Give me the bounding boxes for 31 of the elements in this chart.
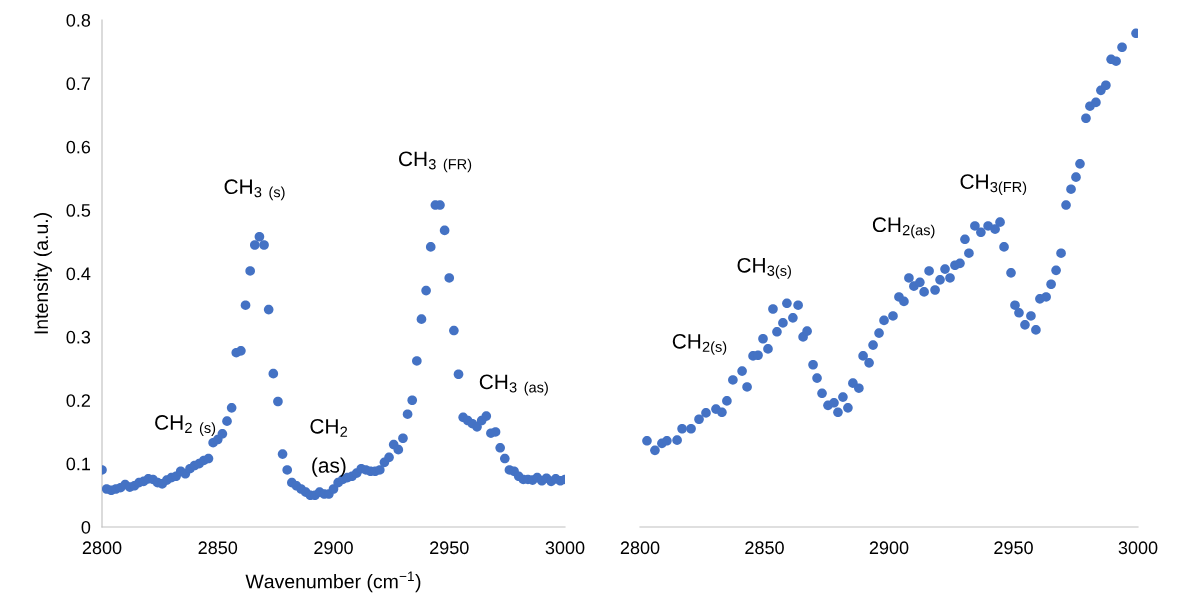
annotation: CH$_{2 (s)}$ — [155, 415, 216, 436]
x-tick-label: 2800 — [620, 541, 660, 555]
x-tick-label: 2850 — [198, 541, 238, 555]
annotation: CH$_{3 (as)}$ — [479, 374, 548, 396]
annotation: (as) — [312, 457, 346, 477]
y-tick-label: 0.4 — [66, 267, 91, 281]
x-tick-label: 2950 — [430, 541, 469, 555]
y-tick-label: 0.7 — [66, 77, 90, 91]
annotation: CH$_{2(s)}$ — [672, 333, 727, 355]
y-tick-label: 0.3 — [66, 330, 91, 344]
x-tick-label: 2850 — [745, 541, 784, 555]
x-tick-label: 2900 — [314, 541, 353, 555]
annotation: CH$_{3(FR)}$ — [960, 174, 1027, 196]
y-tick-label: 0.2 — [66, 394, 90, 407]
y-axis-title: Intensity (a.u.) — [33, 213, 52, 334]
x-tick-label: 3000 — [545, 541, 585, 555]
x-tick-label: 2900 — [869, 541, 909, 555]
annotation: CH$_{3 (s)}$ — [224, 179, 285, 201]
y-tick-label: 0.8 — [66, 13, 91, 27]
x-tick-label: 3000 — [1118, 541, 1158, 555]
y-tick-label: 0 — [81, 520, 91, 534]
y-tick-label: 0.6 — [66, 140, 91, 154]
y-tick-label: 0.1 — [66, 457, 91, 471]
x-tick-label: 2950 — [994, 541, 1033, 555]
x-axis-title: Wavenumber (cm$^{−1}$) — [245, 571, 421, 593]
annotation: CH$_{2(as)}$ — [872, 217, 935, 239]
y-tick-label: 0.5 — [66, 204, 91, 217]
x-tick-label: 2800 — [82, 541, 122, 555]
annotation: CH$_{3 (FR)}$ — [399, 151, 472, 173]
annotation: CH$_{2}$ — [310, 418, 348, 437]
annotation: CH$_{3(s)}$ — [737, 257, 791, 279]
